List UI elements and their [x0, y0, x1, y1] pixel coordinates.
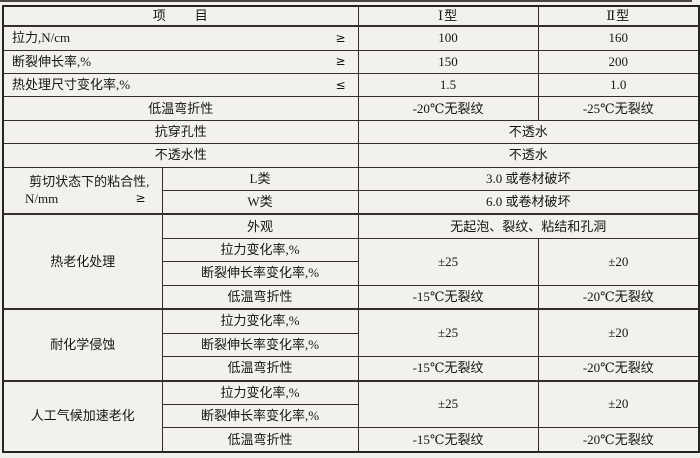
weathering-bend-type2-value: -20℃无裂纹	[537, 427, 700, 453]
row-puncture: 抗穿孔性 不透水	[2, 119, 700, 145]
heat-aging-appearance-value: 无起泡、裂纹、粘结和孔洞	[357, 213, 700, 239]
elongation-type2-value: 200	[537, 49, 700, 75]
heat-aging-group-label: 热老化处理	[2, 213, 163, 311]
chemical-change-type1-value: ±25	[357, 308, 539, 358]
heat-aging-bend-type2-value: -20℃无裂纹	[537, 284, 700, 311]
weathering-elongation-change-label: 断裂伸长率变化率,%	[161, 404, 359, 429]
elongation-type1-value: 150	[357, 49, 539, 75]
tensile-type2-value: 160	[537, 25, 700, 51]
heat-dimension-label: 热处理尺寸变化率,%	[12, 77, 131, 93]
heat-dimension-label-cell: 热处理尺寸变化率,% ≤	[2, 73, 359, 98]
chemical-change-type2-value: ±20	[537, 308, 700, 358]
chemical-elongation-change-label: 断裂伸长率变化率,%	[161, 332, 359, 358]
row-elongation: 断裂伸长率,% ≥ 150 200	[2, 49, 700, 75]
heat-aging-elongation-change-label: 断裂伸长率变化率,%	[161, 261, 359, 286]
elongation-label: 断裂伸长率,%	[12, 53, 92, 69]
chemical-group-label: 耐化学侵蚀	[2, 308, 163, 382]
header-type1: Ⅰ型	[357, 5, 539, 28]
shear-l-class-label: L类	[161, 166, 359, 191]
chemical-bend-type1-value: -15℃无裂纹	[357, 356, 539, 382]
row-heat-aging-bend: 低温弯折性 -15℃无裂纹 -20℃无裂纹	[3, 284, 700, 311]
row-heat-aging-tensile-change: 拉力变化率,% ±25 ±20	[3, 237, 700, 286]
tensile-label-cell: 拉力,N/cm ≥	[2, 25, 359, 51]
gte-symbol: ≥	[335, 30, 346, 45]
lte-symbol: ≤	[335, 77, 346, 92]
shear-w-value: 6.0 或卷材破坏	[357, 189, 700, 216]
row-heat-aging-elongation-change: 断裂伸长率变化率,%	[3, 261, 699, 286]
header-item: 项 目	[2, 5, 359, 28]
shear-bond-label-line1: 剪切状态下的粘合性,	[29, 174, 150, 190]
heat-aging-bend-type1-value: -15℃无裂纹	[357, 284, 539, 311]
row-chemical-bend: 低温弯折性 -15℃无裂纹 -20℃无裂纹	[3, 356, 700, 382]
impermeability-value: 不透水	[357, 143, 700, 168]
row-shear-l: 剪切状态下的粘合性, N/mm ≥ L类 3.0 或卷材破坏	[2, 166, 700, 216]
puncture-value: 不透水	[357, 119, 700, 145]
weathering-bend-type1-value: -15℃无裂纹	[357, 427, 539, 453]
heat-aging-tensile-change-label: 拉力变化率,%	[161, 237, 359, 263]
tensile-label: 拉力,N/cm	[12, 30, 71, 46]
heat-aging-change-type2-value: ±20	[537, 237, 700, 286]
row-chemical-tensile-change: 耐化学侵蚀 拉力变化率,% ±25 ±20	[2, 308, 700, 382]
weathering-change-type2-value: ±20	[537, 380, 700, 429]
row-weathering-elongation-change: 断裂伸长率变化率,%	[3, 404, 699, 429]
heat-aging-bend-label: 低温弯折性	[161, 284, 359, 311]
row-heat-dimension: 热处理尺寸变化率,% ≤ 1.5 1.0	[2, 73, 700, 98]
gte-symbol: ≥	[335, 54, 346, 69]
row-low-temp-bend: 低温弯折性 -20℃无裂纹 -25℃无裂纹	[2, 96, 700, 121]
impermeability-label: 不透水性	[2, 143, 359, 168]
row-tensile: 拉力,N/cm ≥ 100 160	[2, 25, 700, 51]
row-heat-aging-appearance: 热老化处理 外观 无起泡、裂纹、粘结和孔洞	[2, 213, 700, 311]
spec-table: 项 目 Ⅰ型 Ⅱ型 拉力,N/cm ≥ 100 160 断裂伸长率,% ≥	[2, 5, 700, 453]
chemical-bend-label: 低温弯折性	[161, 356, 359, 382]
row-chemical-elongation-change: 断裂伸长率变化率,%	[3, 332, 699, 358]
chemical-bend-type2-value: -20℃无裂纹	[537, 356, 700, 382]
weathering-tensile-change-label: 拉力变化率,%	[161, 380, 359, 406]
heat-aging-change-type1-value: ±25	[357, 237, 539, 286]
table-header-row: 项 目 Ⅰ型 Ⅱ型	[2, 5, 700, 28]
elongation-label-cell: 断裂伸长率,% ≥	[2, 49, 359, 75]
shear-l-value: 3.0 或卷材破坏	[357, 166, 700, 191]
weathering-bend-label: 低温弯折性	[161, 427, 359, 453]
heat-dimension-type2-value: 1.0	[537, 73, 700, 98]
header-type2: Ⅱ型	[537, 5, 700, 28]
low-temp-bend-label: 低温弯折性	[2, 96, 359, 121]
row-impermeability: 不透水性 不透水	[2, 143, 700, 168]
low-temp-bend-type2-value: -25℃无裂纹	[537, 96, 700, 121]
chemical-tensile-change-label: 拉力变化率,%	[161, 308, 359, 334]
shear-w-class-label: W类	[161, 189, 359, 216]
row-weathering-bend: 低温弯折性 -15℃无裂纹 -20℃无裂纹	[3, 427, 700, 453]
row-shear-w: W类 6.0 或卷材破坏	[3, 189, 700, 216]
scan-artifact-line	[0, 0, 692, 2]
weathering-change-type1-value: ±25	[357, 380, 539, 429]
heat-aging-appearance-label: 外观	[161, 213, 359, 239]
heat-dimension-type1-value: 1.5	[357, 73, 539, 98]
tensile-type1-value: 100	[357, 25, 539, 51]
weathering-group-label: 人工气候加速老化	[2, 380, 163, 453]
puncture-label: 抗穿孔性	[2, 119, 359, 145]
row-weathering-tensile-change: 人工气候加速老化 拉力变化率,% ±25 ±20	[2, 380, 700, 453]
shear-bond-label-line2: N/mm	[25, 190, 59, 206]
shear-bond-label-cell: 剪切状态下的粘合性, N/mm ≥	[2, 166, 163, 216]
gte-symbol: ≥	[135, 190, 146, 205]
low-temp-bend-type1-value: -20℃无裂纹	[357, 96, 539, 121]
